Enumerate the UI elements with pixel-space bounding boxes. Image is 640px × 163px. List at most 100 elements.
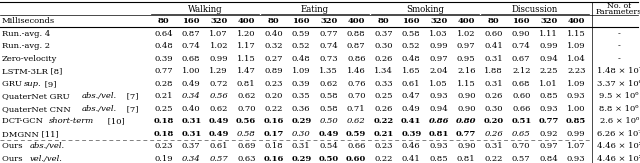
Text: 0.33: 0.33 <box>374 80 393 88</box>
Text: 0.74: 0.74 <box>182 42 200 50</box>
Text: 1.02: 1.02 <box>457 30 476 38</box>
Text: Walking: Walking <box>188 5 222 14</box>
Text: 1.15: 1.15 <box>457 80 476 88</box>
Text: 2.6 × 10⁶: 2.6 × 10⁶ <box>600 117 639 125</box>
Text: 0.69: 0.69 <box>237 142 255 150</box>
Text: 1.15: 1.15 <box>567 30 586 38</box>
Text: 2.16: 2.16 <box>457 67 476 75</box>
Text: 0.34: 0.34 <box>182 155 200 163</box>
Text: 0.30: 0.30 <box>484 105 503 113</box>
Text: [10]: [10] <box>105 117 125 125</box>
Text: 1.00: 1.00 <box>567 105 586 113</box>
Text: 320: 320 <box>540 17 557 25</box>
Text: 0.85: 0.85 <box>429 155 448 163</box>
Text: 0.49: 0.49 <box>182 80 200 88</box>
Text: 0.97: 0.97 <box>457 42 476 50</box>
Text: 2.12: 2.12 <box>512 67 531 75</box>
Text: 0.62: 0.62 <box>237 92 255 100</box>
Text: 0.89: 0.89 <box>264 67 283 75</box>
Text: 0.49: 0.49 <box>319 130 339 138</box>
Text: 1.04: 1.04 <box>567 55 586 63</box>
Text: 0.90: 0.90 <box>457 142 476 150</box>
Text: 4.46 × 10⁵: 4.46 × 10⁵ <box>596 155 640 163</box>
Text: 0.20: 0.20 <box>264 92 283 100</box>
Text: 400: 400 <box>458 17 475 25</box>
Text: 0.23: 0.23 <box>154 142 173 150</box>
Text: 80: 80 <box>268 17 280 25</box>
Text: 0.86: 0.86 <box>429 117 449 125</box>
Text: 0.48: 0.48 <box>402 55 420 63</box>
Text: 0.41: 0.41 <box>401 117 421 125</box>
Text: 0.93: 0.93 <box>429 92 448 100</box>
Text: DCT-GCN: DCT-GCN <box>2 117 45 125</box>
Text: 0.64: 0.64 <box>154 30 173 38</box>
Text: 0.62: 0.62 <box>347 117 365 125</box>
Text: 0.34: 0.34 <box>182 92 200 100</box>
Text: 0.97: 0.97 <box>429 55 448 63</box>
Text: 0.26: 0.26 <box>484 130 503 138</box>
Text: 1.34: 1.34 <box>374 67 393 75</box>
Text: 0.31: 0.31 <box>181 130 202 138</box>
Text: 1.09: 1.09 <box>292 67 310 75</box>
Text: Run.-avg. 2: Run.-avg. 2 <box>2 42 50 50</box>
Text: 0.19: 0.19 <box>154 155 173 163</box>
Text: 9.5 × 10⁶: 9.5 × 10⁶ <box>600 92 639 100</box>
Text: 0.59: 0.59 <box>346 130 366 138</box>
Text: 1.20: 1.20 <box>237 30 255 38</box>
Text: 0.68: 0.68 <box>512 80 531 88</box>
Text: 1.09: 1.09 <box>567 80 586 88</box>
Text: 0.74: 0.74 <box>319 42 338 50</box>
Text: 2.25: 2.25 <box>540 67 558 75</box>
Text: No. of: No. of <box>607 2 631 10</box>
Text: 0.60: 0.60 <box>346 155 366 163</box>
Text: 0.41: 0.41 <box>402 155 420 163</box>
Text: 0.50: 0.50 <box>319 155 339 163</box>
Text: 1.11: 1.11 <box>540 30 558 38</box>
Text: 0.73: 0.73 <box>319 55 338 63</box>
Text: [7]: [7] <box>124 105 138 113</box>
Text: 1.17: 1.17 <box>237 42 255 50</box>
Text: 1.47: 1.47 <box>237 67 256 75</box>
Text: 0.58: 0.58 <box>402 30 420 38</box>
Text: 0.26: 0.26 <box>374 55 393 63</box>
Text: 0.85: 0.85 <box>540 92 558 100</box>
Text: 0.87: 0.87 <box>182 30 200 38</box>
Text: 0.48: 0.48 <box>154 42 173 50</box>
Text: 80: 80 <box>158 17 170 25</box>
Text: 1.88: 1.88 <box>484 67 503 75</box>
Text: 0.52: 0.52 <box>402 42 420 50</box>
Text: 160: 160 <box>292 17 310 25</box>
Text: 0.40: 0.40 <box>182 105 200 113</box>
Text: 0.20: 0.20 <box>484 117 504 125</box>
Text: 400: 400 <box>237 17 255 25</box>
Text: 0.90: 0.90 <box>457 92 476 100</box>
Text: sup.: sup. <box>24 80 42 88</box>
Text: [7]: [7] <box>124 92 138 100</box>
Text: 0.48: 0.48 <box>292 55 310 63</box>
Text: -: - <box>618 42 621 50</box>
Text: 0.81: 0.81 <box>457 155 476 163</box>
Text: Parameters: Parameters <box>596 7 640 15</box>
Text: 0.60: 0.60 <box>484 30 503 38</box>
Text: 0.93: 0.93 <box>567 92 586 100</box>
Text: 0.23: 0.23 <box>264 80 283 88</box>
Text: 0.76: 0.76 <box>347 80 365 88</box>
Text: 0.86: 0.86 <box>347 55 365 63</box>
Text: 0.60: 0.60 <box>512 92 531 100</box>
Text: 0.77: 0.77 <box>539 117 559 125</box>
Text: 1.48 × 10⁷: 1.48 × 10⁷ <box>596 67 640 75</box>
Text: 0.95: 0.95 <box>457 55 476 63</box>
Text: 0.25: 0.25 <box>374 92 393 100</box>
Text: 0.58: 0.58 <box>237 130 255 138</box>
Text: 0.57: 0.57 <box>209 155 228 163</box>
Text: 0.94: 0.94 <box>540 55 558 63</box>
Text: 0.21: 0.21 <box>154 92 173 100</box>
Text: 400: 400 <box>348 17 365 25</box>
Text: 0.70: 0.70 <box>237 105 255 113</box>
Text: 0.22: 0.22 <box>374 117 394 125</box>
Text: [9]: [9] <box>42 80 56 88</box>
Text: 1.09: 1.09 <box>567 42 586 50</box>
Text: 0.39: 0.39 <box>292 80 310 88</box>
Text: 0.31: 0.31 <box>484 142 503 150</box>
Text: 0.52: 0.52 <box>292 42 310 50</box>
